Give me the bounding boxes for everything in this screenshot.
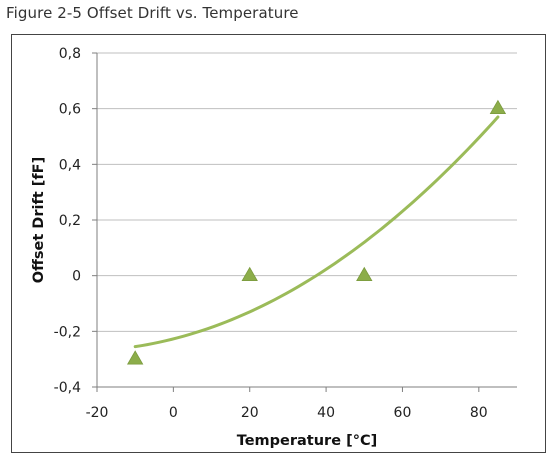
x-tick-label: 80 bbox=[470, 405, 488, 421]
y-axis-title: Offset Drift [fF] bbox=[31, 157, 47, 283]
y-tick-label: 0,4 bbox=[59, 157, 81, 173]
x-tick-label: 0 bbox=[169, 405, 178, 421]
y-tick-label: 0,8 bbox=[59, 46, 81, 62]
y-tick-label: 0,6 bbox=[59, 102, 81, 118]
x-tick-label: 60 bbox=[394, 405, 412, 421]
x-tick-label: -20 bbox=[86, 405, 109, 421]
y-tick-label: 0,2 bbox=[59, 213, 81, 229]
x-tick-label: 20 bbox=[241, 405, 259, 421]
gridlines bbox=[97, 52, 517, 388]
data-point-triangle bbox=[489, 99, 507, 115]
figure-caption: Figure 2-5 Offset Drift vs. Temperature bbox=[6, 4, 299, 22]
data-point-triangle bbox=[126, 350, 144, 365]
data-points bbox=[126, 99, 507, 365]
chart-frame bbox=[11, 34, 546, 453]
axes bbox=[92, 52, 517, 392]
tick-labels: -0,4 -0,2 0 0,2 0,4 0,6 0,8 -20 0 20 40 60 80 bbox=[54, 46, 488, 421]
data-point-triangle bbox=[356, 266, 373, 282]
x-axis-title: Temperature [°C] bbox=[237, 433, 378, 449]
x-tick-label: 40 bbox=[317, 405, 335, 421]
trendline-curve bbox=[133, 115, 500, 349]
y-tick-label: -0,4 bbox=[54, 380, 81, 396]
trendline bbox=[133, 115, 500, 349]
y-tick-label: 0 bbox=[72, 269, 81, 285]
y-tick-label: -0,2 bbox=[54, 324, 81, 340]
data-point-triangle bbox=[241, 266, 258, 282]
